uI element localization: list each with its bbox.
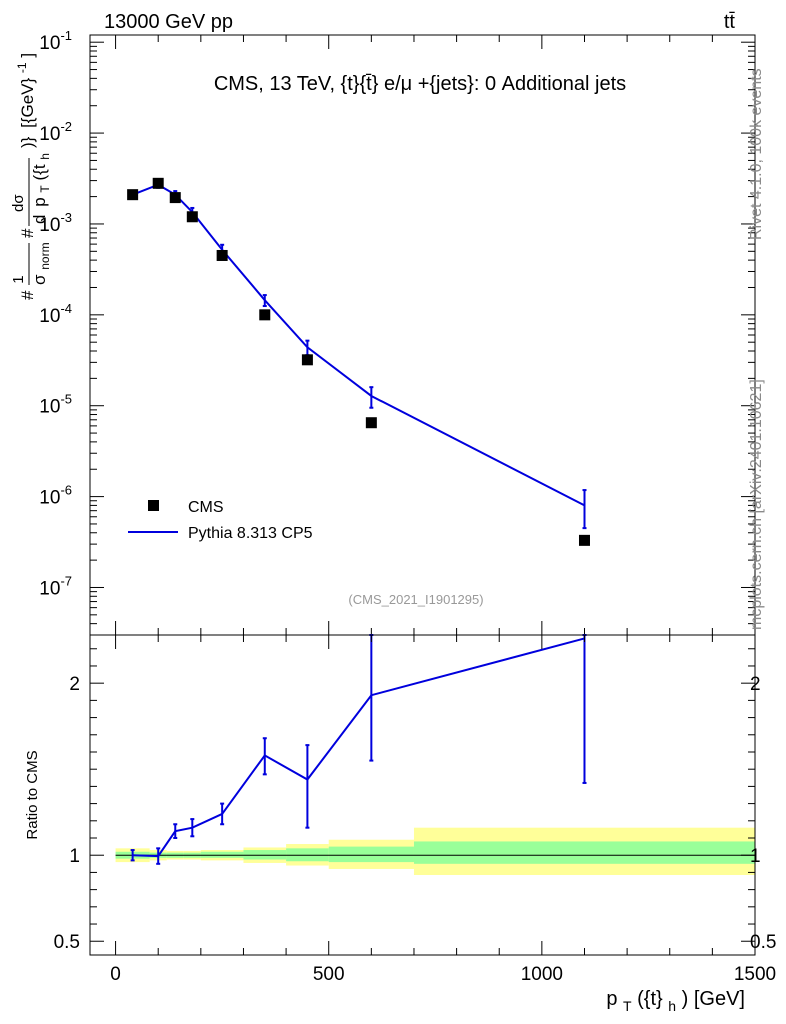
rivet-version-label: Rivet 4.1.0, 100k events (748, 68, 765, 240)
ratio-plot-frame (89, 634, 756, 956)
x-axis-title: p T ({t} h ) [GeV] (606, 988, 745, 1016)
cms-data-point (186, 211, 198, 223)
ratio-y-tick-label-left: 1 (69, 846, 80, 867)
main-plot-frame (89, 34, 756, 636)
legend-pythia-label: Pythia 8.313 CP5 (188, 525, 313, 542)
cms-data-point (169, 192, 181, 204)
svg-text:σ norm: σ norm (30, 242, 52, 285)
legend-cms-marker (148, 500, 159, 511)
main-y-ticks (90, 35, 756, 636)
cms-data-point (127, 189, 139, 201)
main-y-tick-mantissa: 10 (39, 397, 60, 418)
main-y-tick-label: 10-7 (39, 573, 72, 599)
xlabel-p: p (606, 988, 617, 1010)
svg-text:# 1: # 1 (10, 275, 37, 300)
main-y-tick-label: 10-3 (39, 210, 72, 236)
ratio-y-tick-label-right: 0.5 (750, 932, 776, 953)
main-y-tick-label: 10-1 (39, 28, 72, 54)
main-y-tick-exponent: -6 (60, 483, 72, 498)
mcplots-label: mcplots.cern.ch [arXiv:2401.10621] (748, 379, 765, 630)
ratio-y-tick-label-right: 1 (750, 846, 761, 867)
ylabel-hash1: # (18, 290, 37, 300)
ylabel-p: p (30, 197, 49, 206)
main-y-tick-exponent: -4 (60, 301, 72, 316)
main-y-axis-title: # 1 σ norm # dσ d p T ({t h )} [{GeV} -1… (10, 53, 53, 300)
ratio-pythia-line (132, 637, 585, 858)
analysis-watermark: (CMS_2021_I1901295) (348, 592, 483, 607)
cms-data-point (578, 534, 590, 546)
main-y-tick-mantissa: 10 (39, 488, 60, 509)
ratio-series-group (130, 634, 587, 865)
ratio-ticks (90, 635, 756, 955)
main-y-tick-mantissa: 10 (39, 578, 60, 599)
cms-data-point (301, 354, 313, 366)
legend-cms-label: CMS (188, 499, 224, 516)
main-y-tick-mantissa: 10 (39, 306, 60, 327)
svg-text:d p T ({t: d p T ({t h (30, 153, 53, 224)
xlabel-h: h (668, 998, 676, 1014)
ratio-y-axis-title: Ratio to CMS (24, 750, 41, 839)
svg-text:)} [{GeV} -1: )} [{GeV} -1 ] (11, 53, 37, 148)
ratio-x-tick-label: 1500 (734, 964, 776, 985)
process-label: tt̄ (724, 11, 736, 33)
main-y-tick-mantissa: 10 (39, 124, 60, 145)
ylabel-sigma: σ (30, 274, 49, 285)
ylabel-dsigma: dσ (10, 194, 27, 212)
ratio-panel: 0 500 1000 1500 0.5 0.5 1 1 2 2 (54, 634, 777, 985)
main-y-tick-label: 10-2 (39, 119, 72, 145)
ratio-y-tick-label-left: 2 (69, 674, 80, 695)
ratio-tick-labels: 0 500 1000 1500 0.5 0.5 1 1 2 2 (54, 674, 777, 985)
pythia-line (132, 183, 585, 507)
xlabel-arg: ({t} (637, 988, 663, 1010)
ratio-band-green (413, 841, 755, 864)
ratio-y-tick-label-right: 2 (750, 674, 761, 695)
ylabel-unit: [{GeV} (18, 78, 37, 128)
cms-data-point (259, 309, 271, 321)
cms-data-point (365, 417, 377, 429)
ylabel-norm: norm (38, 242, 52, 269)
main-plot-title: CMS, 13 TeV, {t}{t̄} e/μ +{jets}: 0 Addi… (214, 73, 626, 95)
ylabel-hash2: # (18, 228, 37, 238)
cms-data-point (216, 249, 228, 261)
main-y-tick-label: 10-5 (39, 392, 72, 418)
ylabel-close: )} (18, 136, 37, 148)
ylabel-one: 1 (10, 275, 27, 283)
ratio-uncertainty-bands (115, 827, 755, 875)
ratio-x-tick-label: 500 (313, 964, 345, 985)
cms-data-point (152, 177, 164, 189)
main-y-tick-exponent: -3 (60, 210, 72, 225)
ylabel-d: d (30, 215, 49, 224)
ratio-x-tick-label: 0 (110, 964, 121, 985)
energy-label: 13000 GeV pp (104, 11, 233, 33)
ylabel-arg: ({t (30, 164, 49, 180)
main-y-tick-exponent: -5 (60, 392, 72, 407)
main-y-tick-exponent: -1 (60, 28, 72, 43)
main-y-tick-label: 10-4 (39, 301, 72, 327)
ratio-y-tick-label-left: 0.5 (54, 932, 80, 953)
ylabel-unit-exp: -1 (15, 62, 29, 73)
main-y-tick-mantissa: 10 (39, 215, 60, 236)
ylabel-h: h (38, 153, 52, 160)
main-panel: CMS, 13 TeV, {t}{t̄} e/μ +{jets}: 0 Addi… (39, 28, 756, 636)
main-y-tick-mantissa: 10 (39, 33, 60, 54)
ratio-x-tick-label: 1000 (521, 964, 563, 985)
xlabel-unit: ) [GeV] (682, 988, 745, 1010)
ylabel-unit-close: ] (18, 53, 37, 58)
ylabel-T: T (38, 185, 52, 193)
main-y-tick-label: 10-6 (39, 483, 72, 509)
xlabel-T: T (623, 998, 632, 1014)
ratio-band-green (328, 846, 414, 863)
main-series-group (127, 177, 590, 546)
main-y-tick-exponent: -2 (60, 119, 72, 134)
main-y-tick-exponent: -7 (60, 573, 72, 588)
main-y-tick-labels: 10-710-610-510-410-310-210-1 (39, 28, 72, 599)
